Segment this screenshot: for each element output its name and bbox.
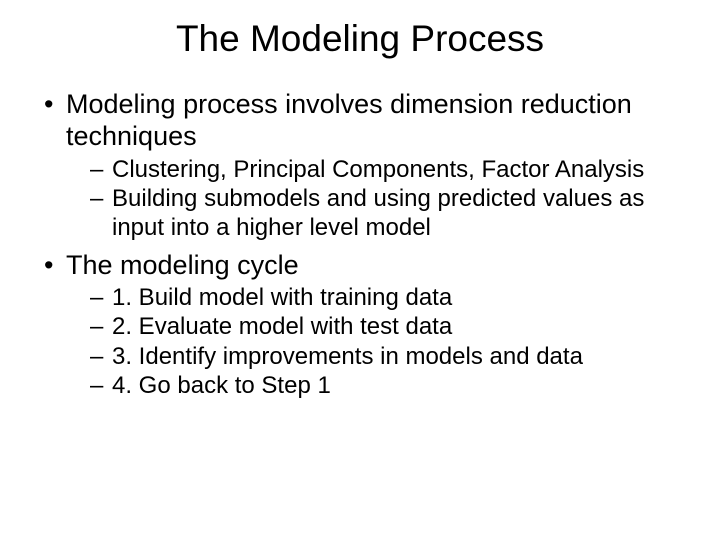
bullet-item: The modeling cycle 1. Build model with t…: [40, 249, 680, 400]
sub-bullet-text: 1. Build model with training data: [112, 284, 452, 311]
sub-bullet-item: 1. Build model with training data: [88, 283, 680, 312]
slide: The Modeling Process Modeling process in…: [0, 0, 720, 540]
sub-bullet-list: 1. Build model with training data 2. Eva…: [66, 283, 680, 400]
sub-bullet-text: Clustering, Principal Components, Factor…: [112, 156, 644, 183]
sub-bullet-item: 4. Go back to Step 1: [88, 371, 680, 400]
bullet-list: Modeling process involves dimension redu…: [40, 88, 680, 400]
slide-title: The Modeling Process: [40, 18, 680, 60]
bullet-text: Modeling process involves dimension redu…: [66, 89, 632, 151]
sub-bullet-text: 2. Evaluate model with test data: [112, 313, 452, 340]
sub-bullet-text: 3. Identify improvements in models and d…: [112, 343, 583, 370]
sub-bullet-item: 2. Evaluate model with test data: [88, 312, 680, 341]
sub-bullet-text: 4. Go back to Step 1: [112, 372, 331, 399]
sub-bullet-item: Clustering, Principal Components, Factor…: [88, 155, 680, 184]
sub-bullet-item: Building submodels and using predicted v…: [88, 184, 680, 243]
bullet-text: The modeling cycle: [66, 250, 299, 280]
sub-bullet-item: 3. Identify improvements in models and d…: [88, 342, 680, 371]
sub-bullet-text: Building submodels and using predicted v…: [112, 185, 644, 241]
bullet-item: Modeling process involves dimension redu…: [40, 88, 680, 243]
sub-bullet-list: Clustering, Principal Components, Factor…: [66, 155, 680, 243]
